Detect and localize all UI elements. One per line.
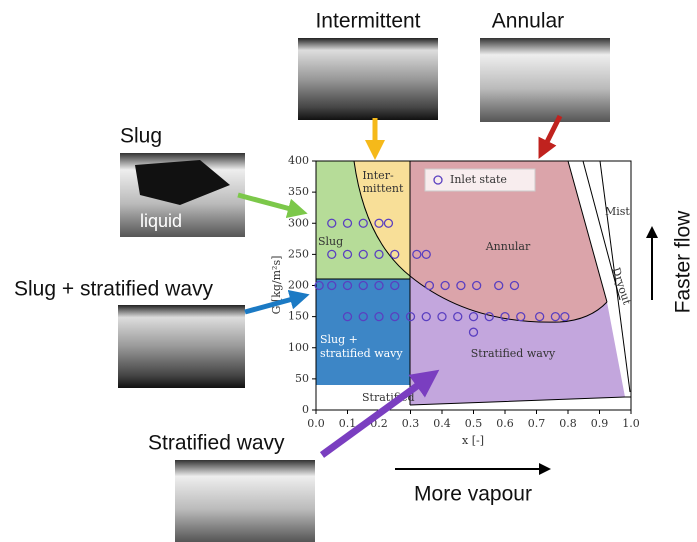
region-label: Inter- — [362, 169, 394, 182]
x-axis-label: x [-] — [462, 434, 484, 447]
photo — [480, 38, 610, 122]
x-tick-label: 0.8 — [559, 417, 577, 430]
photo-label: Slug — [120, 125, 162, 148]
region-label: Annular — [485, 240, 531, 253]
y-tick-label: 0 — [302, 403, 309, 416]
x-tick-label: 0.6 — [496, 417, 514, 430]
region-label: mittent — [363, 182, 404, 195]
photo — [298, 38, 438, 120]
y-tick-label: 200 — [288, 279, 309, 292]
x-tick-label: 0.5 — [465, 417, 483, 430]
photo-label: liquid — [140, 211, 182, 231]
y-tick-label: 300 — [288, 216, 309, 229]
figure: Intermittent Annular Slug liquid Slug + … — [0, 0, 697, 542]
y-tick-label: 150 — [288, 310, 309, 323]
legend-label: Inlet state — [450, 173, 507, 186]
photo-label: Intermittent — [315, 10, 420, 33]
region-label: stratified wavy — [320, 347, 403, 360]
x-tick-label: 1.0 — [622, 417, 640, 430]
y-tick-label: 350 — [288, 185, 309, 198]
x-tick-label: 0.7 — [528, 417, 546, 430]
region-label: Slug — [318, 235, 343, 248]
y-tick-label: 50 — [295, 372, 309, 385]
photo — [118, 305, 245, 388]
y-tick-label: 100 — [288, 341, 309, 354]
x-tick-label: 0.4 — [433, 417, 451, 430]
photo-label: Stratified wavy — [148, 432, 285, 455]
x-tick-label: 0.0 — [307, 417, 325, 430]
photo-label: Slug + stratified wavy — [14, 278, 214, 301]
region-label: Stratified wavy — [471, 347, 556, 360]
photo-label: Annular — [492, 10, 564, 33]
region — [316, 279, 410, 385]
y-tick-label: 400 — [288, 154, 309, 167]
direction-label: More vapour — [414, 483, 532, 506]
region-label: Dryout — [609, 266, 633, 307]
photo — [175, 460, 315, 542]
region-label: Mist — [605, 205, 630, 218]
y-tick-label: 250 — [288, 247, 309, 260]
x-tick-label: 0.3 — [402, 417, 420, 430]
direction-label: Faster flow — [672, 210, 695, 314]
x-tick-label: 0.9 — [591, 417, 609, 430]
region-label: Slug + — [320, 333, 358, 346]
